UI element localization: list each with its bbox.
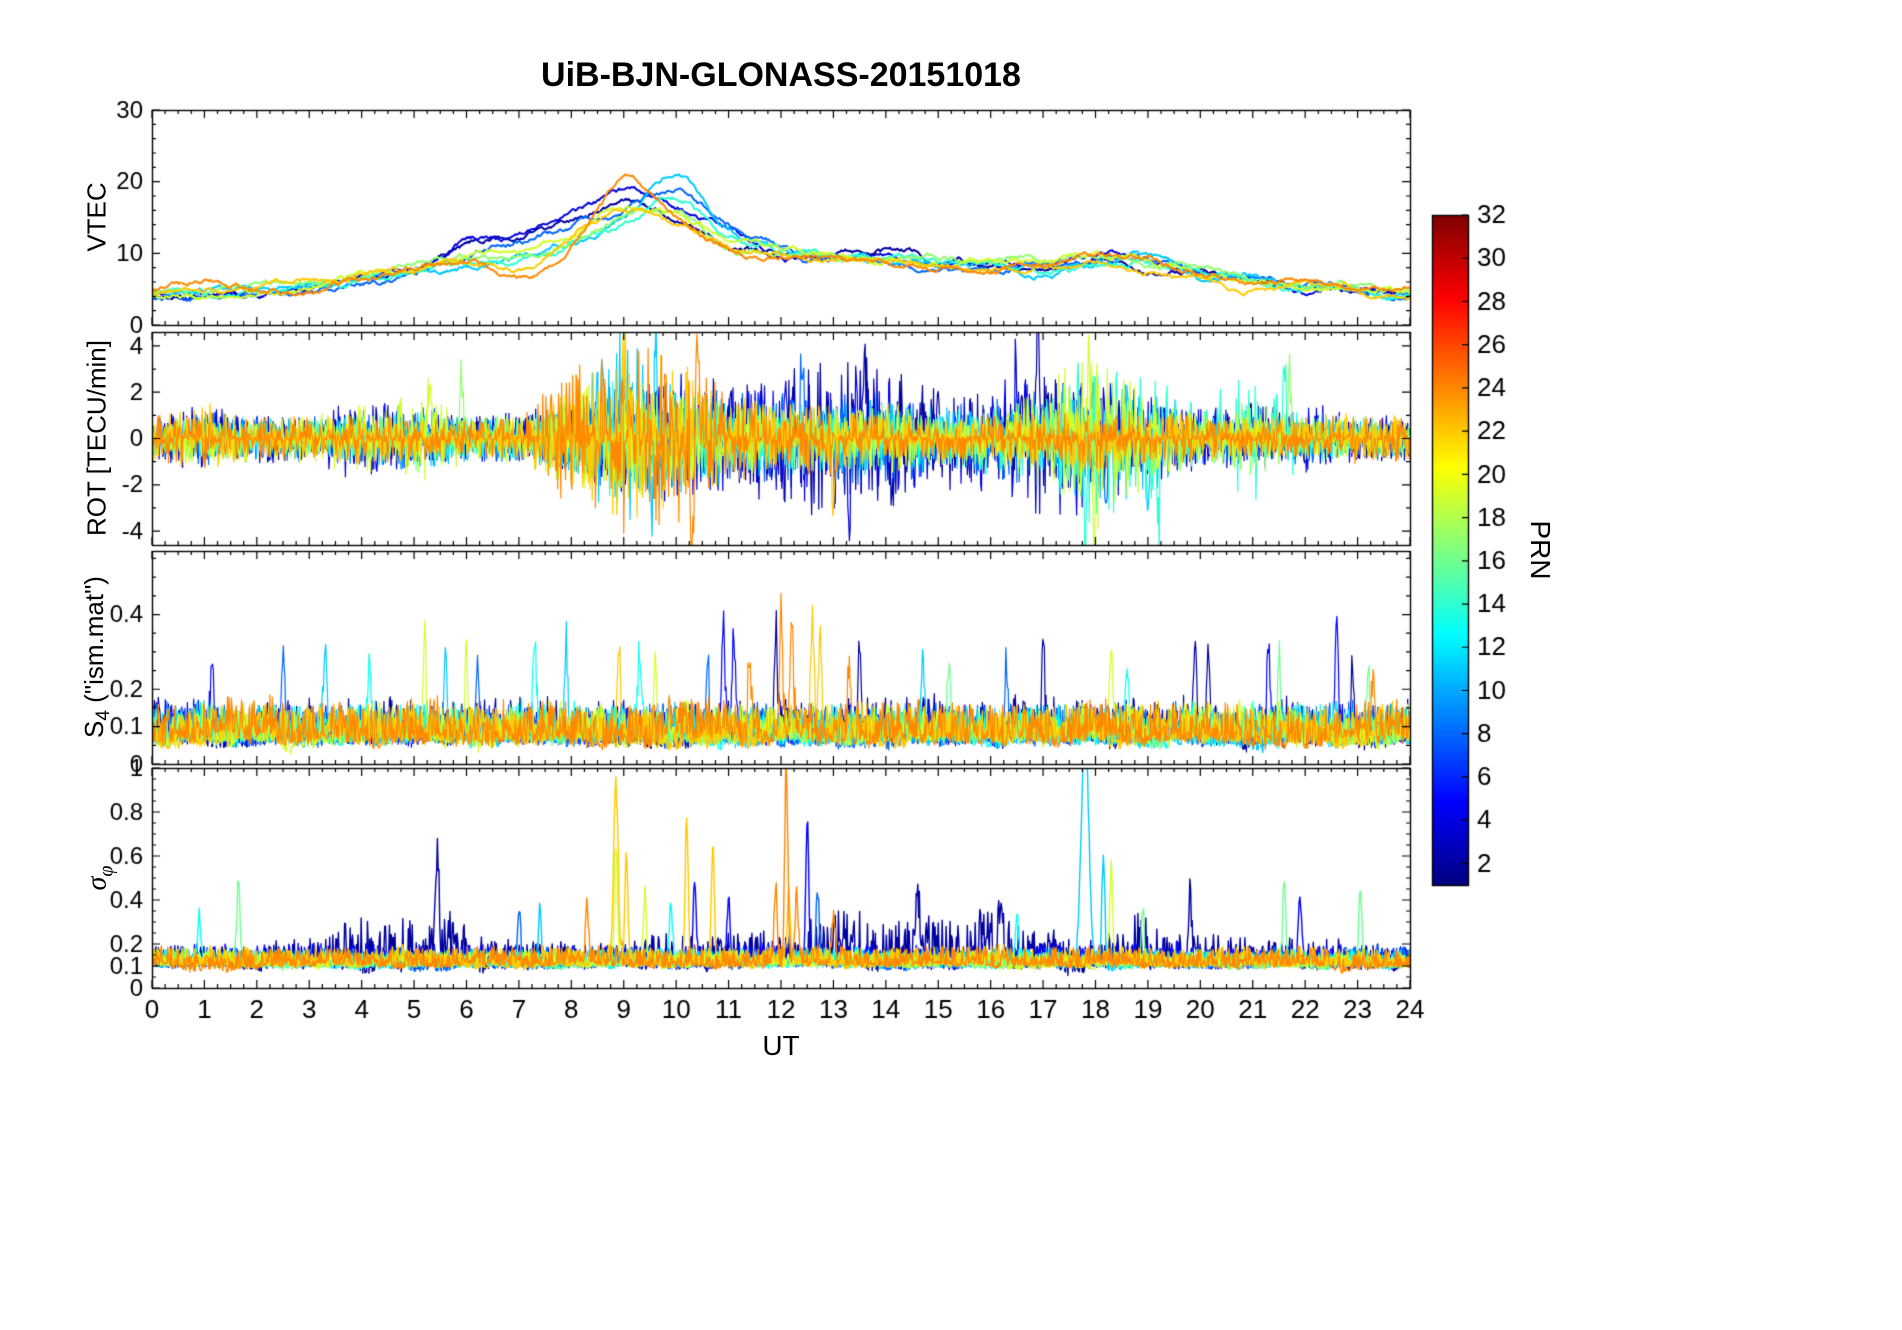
ylabel-s4: S4 ("ism.mat")	[78, 576, 115, 738]
colorbar-label-prn: PRN	[1525, 520, 1556, 580]
ylabel-sigma-phi: σφ	[81, 865, 118, 891]
ylabel-rot: ROT [TECU/min]	[81, 340, 112, 536]
xlabel-ut: UT	[762, 1030, 800, 1061]
chart-title: UiB-BJN-GLONASS-20151018	[541, 56, 1021, 94]
ylabel-vtec: VTEC	[81, 182, 112, 252]
